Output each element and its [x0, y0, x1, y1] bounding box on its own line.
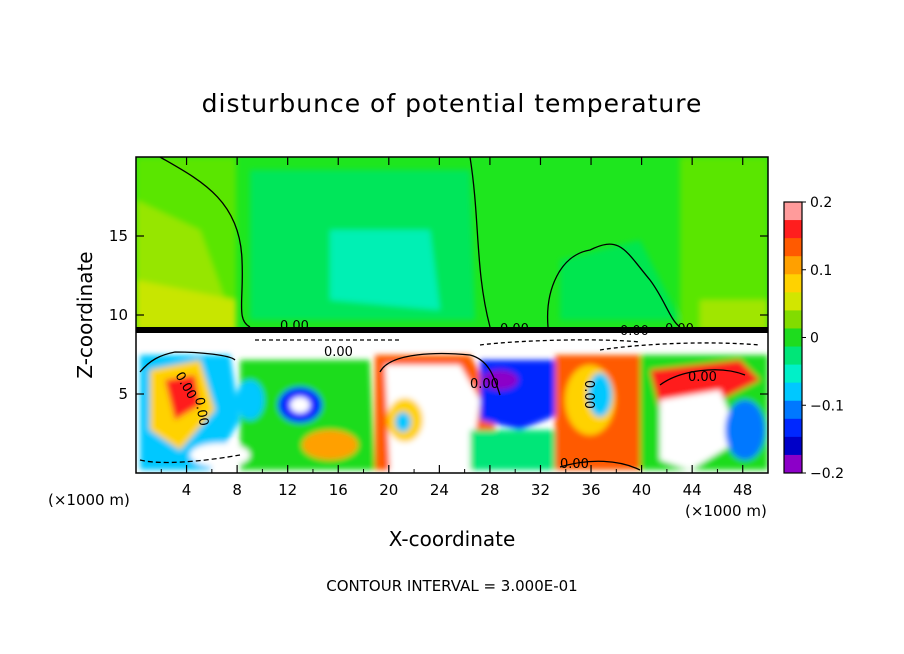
- chart-title: disturbunce of potential temperature: [202, 89, 703, 118]
- contour-label: 0.00: [560, 457, 589, 472]
- lower-field-colors: [140, 355, 768, 470]
- x-tick-label: 16: [329, 481, 348, 499]
- inversion-band: [136, 327, 768, 333]
- x-tick-label: 28: [480, 481, 499, 499]
- x-tick-label: 32: [531, 481, 550, 499]
- x-tick-label: 24: [430, 481, 449, 499]
- contour-label: 0.00: [688, 370, 717, 385]
- colorbar-tick-label: 0.2: [810, 195, 832, 211]
- colorbar-swatch: [784, 364, 802, 384]
- colorbar-swatch: [784, 418, 802, 438]
- colorbar-swatch: [784, 238, 802, 257]
- colorbar-tick-label: −0.1: [810, 398, 844, 414]
- colorbar-swatch: [784, 346, 802, 366]
- contour-lines: [139, 157, 761, 471]
- x-tick-label: 44: [683, 481, 702, 499]
- contour-label: 0.00: [500, 322, 529, 337]
- x-tick-label: 48: [733, 481, 752, 499]
- colorbar-tick-label: 0.1: [810, 263, 832, 279]
- contour-label: 0.00: [191, 396, 211, 427]
- colorbar-swatch: [784, 274, 802, 293]
- colorbar-swatch: [784, 328, 802, 348]
- contour-label: 0.00: [324, 345, 353, 360]
- colorbar-swatch: [784, 400, 802, 420]
- colorbar-tick-label: −0.2: [810, 466, 844, 482]
- colorbar-swatch: [784, 292, 802, 311]
- x-tick-label: 20: [379, 481, 398, 499]
- upper-field-shading: [136, 157, 768, 332]
- colorbar-swatch: [784, 382, 802, 402]
- colorbar-swatch: [784, 256, 802, 275]
- y-tick-label: 10: [109, 306, 128, 324]
- x-tick-label: 12: [278, 481, 297, 499]
- contour-label: 0.00: [280, 319, 309, 334]
- colorbar: 0.2 0.1 0 −0.1 −0.2: [783, 195, 844, 482]
- colorbar-swatch: [784, 454, 802, 474]
- colorbar-swatch: [784, 220, 802, 239]
- heatmap-area: [136, 157, 768, 473]
- contour-label: 0.00: [581, 380, 596, 409]
- colorbar-swatch: [784, 202, 802, 221]
- contour-label: 0.00: [665, 322, 694, 337]
- x-tick-label: 36: [581, 481, 600, 499]
- colorbar-swatch: [784, 310, 802, 329]
- x-unit-right: (×1000 m): [685, 502, 767, 520]
- colorbar-tick-label: 0: [810, 331, 819, 347]
- contour-label: 0.00: [620, 324, 649, 339]
- x-tick-label: 40: [632, 481, 651, 499]
- contour-label: 0.00: [470, 377, 499, 392]
- x-tick-label: 4: [182, 481, 192, 499]
- x-tick-label: 8: [232, 481, 242, 499]
- colorbar-swatch: [784, 436, 802, 456]
- x-axis-label: X-coordinate: [389, 527, 516, 551]
- y-tick-label: 15: [109, 227, 128, 245]
- x-unit-left: (×1000 m): [48, 491, 130, 509]
- y-axis-label: Z-coordinate: [73, 251, 97, 378]
- y-tick-label: 5: [118, 385, 128, 403]
- contour-interval-note: CONTOUR INTERVAL = 3.000E-01: [326, 577, 577, 595]
